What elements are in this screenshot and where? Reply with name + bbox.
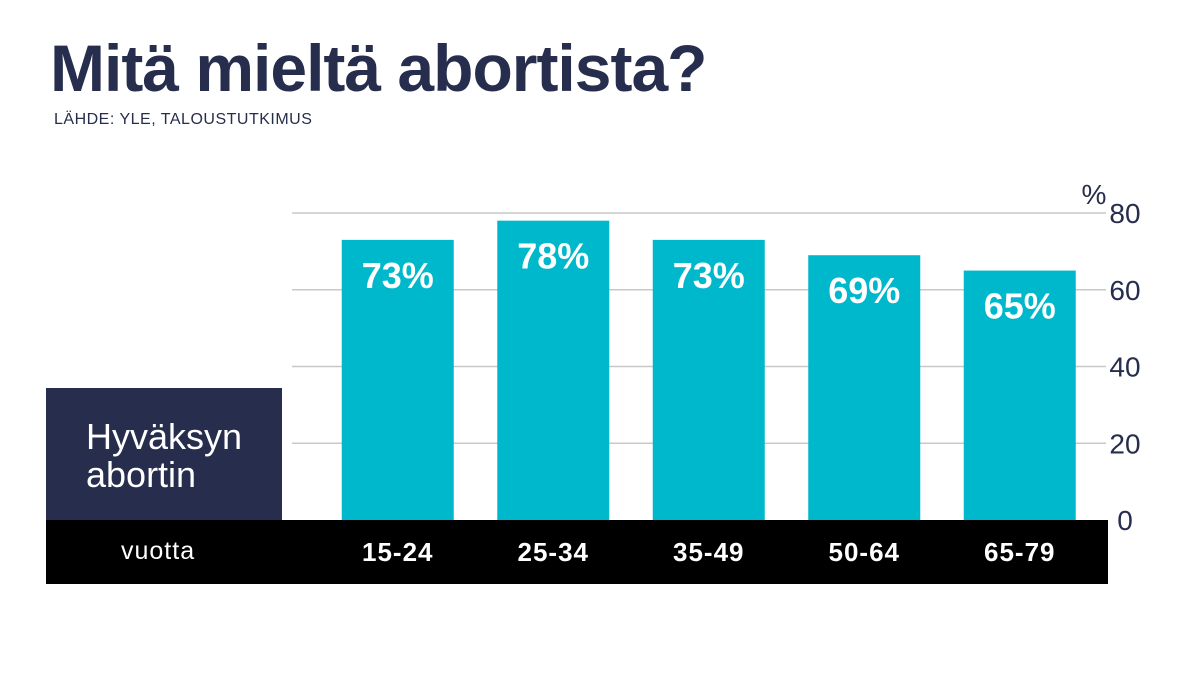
data-labels: 73% 78% 73% 69% 65% <box>362 236 1056 327</box>
x-tick-label: 35-49 <box>673 537 745 567</box>
bar <box>341 239 454 521</box>
data-label: 69% <box>828 270 900 311</box>
data-label: 73% <box>673 255 745 296</box>
y-axis-unit-label: % <box>1082 179 1107 210</box>
x-tick-label: 65-79 <box>984 537 1056 567</box>
series-label-box: Hyväksyn abortin <box>46 388 282 520</box>
x-tick-label: 25-34 <box>518 537 590 567</box>
bar <box>497 220 610 521</box>
y-tick-label: 20 <box>1109 428 1140 459</box>
y-tick-label: 40 <box>1109 352 1140 383</box>
x-axis-band <box>46 520 1108 584</box>
series-label: Hyväksyn abortin <box>86 416 243 495</box>
chart-title: Mitä mieltä abortista? <box>50 31 707 105</box>
y-tick-label: 60 <box>1109 275 1140 306</box>
bar <box>808 255 921 520</box>
bar <box>963 270 1076 520</box>
y-tick-label: 80 <box>1109 198 1140 229</box>
bar <box>652 239 765 521</box>
y-tick-label: 0 <box>1117 505 1133 536</box>
data-label: 73% <box>362 255 434 296</box>
x-axis-unit-label: vuotta <box>121 537 196 565</box>
bars <box>341 220 1076 521</box>
source-note: LÄHDE: YLE, TALOUSTUTKIMUS <box>54 111 313 128</box>
x-tick-label: 15-24 <box>362 537 434 567</box>
data-label: 65% <box>984 286 1056 327</box>
y-axis: 0 20 40 60 80 <box>1109 198 1140 536</box>
x-tick-label: 50-64 <box>829 537 901 567</box>
category-labels: 15-24 25-34 35-49 50-64 65-79 <box>362 537 1056 567</box>
data-label: 78% <box>517 236 589 277</box>
